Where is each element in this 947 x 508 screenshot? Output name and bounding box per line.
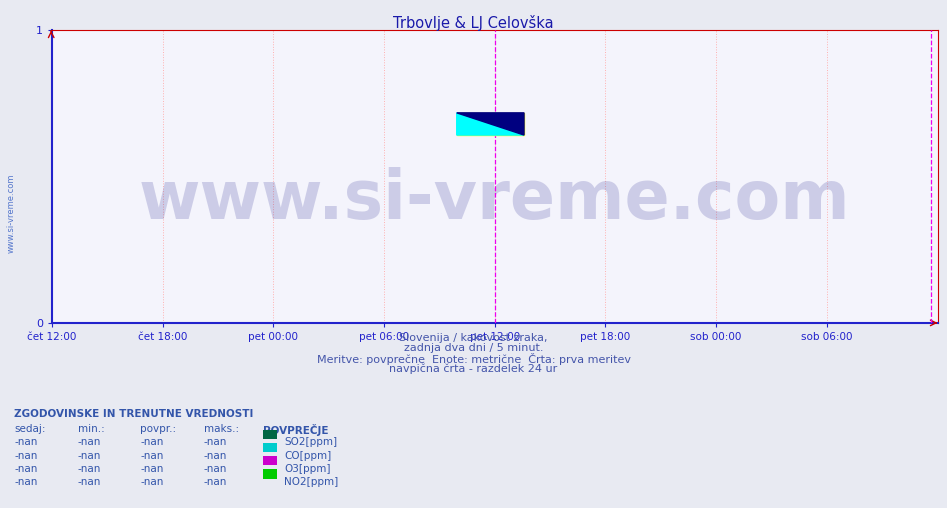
Text: -nan: -nan <box>78 464 101 474</box>
Text: zadnja dva dni / 5 minut.: zadnja dva dni / 5 minut. <box>403 343 544 353</box>
Text: -nan: -nan <box>140 477 164 487</box>
Polygon shape <box>456 113 524 135</box>
Text: -nan: -nan <box>140 464 164 474</box>
Polygon shape <box>456 113 524 135</box>
Text: -nan: -nan <box>204 437 227 448</box>
Text: -nan: -nan <box>14 437 38 448</box>
Text: NO2[ppm]: NO2[ppm] <box>284 477 338 487</box>
Text: POVPREČJE: POVPREČJE <box>263 424 329 436</box>
Text: -nan: -nan <box>14 464 38 474</box>
Text: ZGODOVINSKE IN TRENUTNE VREDNOSTI: ZGODOVINSKE IN TRENUTNE VREDNOSTI <box>14 409 254 419</box>
Text: O3[ppm]: O3[ppm] <box>284 464 331 474</box>
Text: -nan: -nan <box>204 451 227 461</box>
Text: -nan: -nan <box>140 437 164 448</box>
Text: -nan: -nan <box>204 464 227 474</box>
Text: Meritve: povprečne  Enote: metrične  Črta: prva meritev: Meritve: povprečne Enote: metrične Črta:… <box>316 353 631 365</box>
Text: min.:: min.: <box>78 424 104 434</box>
Text: maks.:: maks.: <box>204 424 239 434</box>
Text: www.si-vreme.com: www.si-vreme.com <box>139 167 850 233</box>
Text: Slovenija / kakovost zraka,: Slovenija / kakovost zraka, <box>400 333 547 343</box>
Text: sedaj:: sedaj: <box>14 424 45 434</box>
Text: -nan: -nan <box>78 477 101 487</box>
Text: -nan: -nan <box>14 451 38 461</box>
Text: -nan: -nan <box>204 477 227 487</box>
Text: CO[ppm]: CO[ppm] <box>284 451 331 461</box>
Text: povpr.:: povpr.: <box>140 424 176 434</box>
Text: SO2[ppm]: SO2[ppm] <box>284 437 337 448</box>
Text: -nan: -nan <box>14 477 38 487</box>
FancyBboxPatch shape <box>456 113 524 135</box>
Text: -nan: -nan <box>140 451 164 461</box>
Text: navpična črta - razdelek 24 ur: navpična črta - razdelek 24 ur <box>389 363 558 374</box>
Text: Trbovlje & LJ Celovška: Trbovlje & LJ Celovška <box>393 15 554 31</box>
Text: www.si-vreme.com: www.si-vreme.com <box>7 174 16 253</box>
Text: -nan: -nan <box>78 451 101 461</box>
Text: -nan: -nan <box>78 437 101 448</box>
